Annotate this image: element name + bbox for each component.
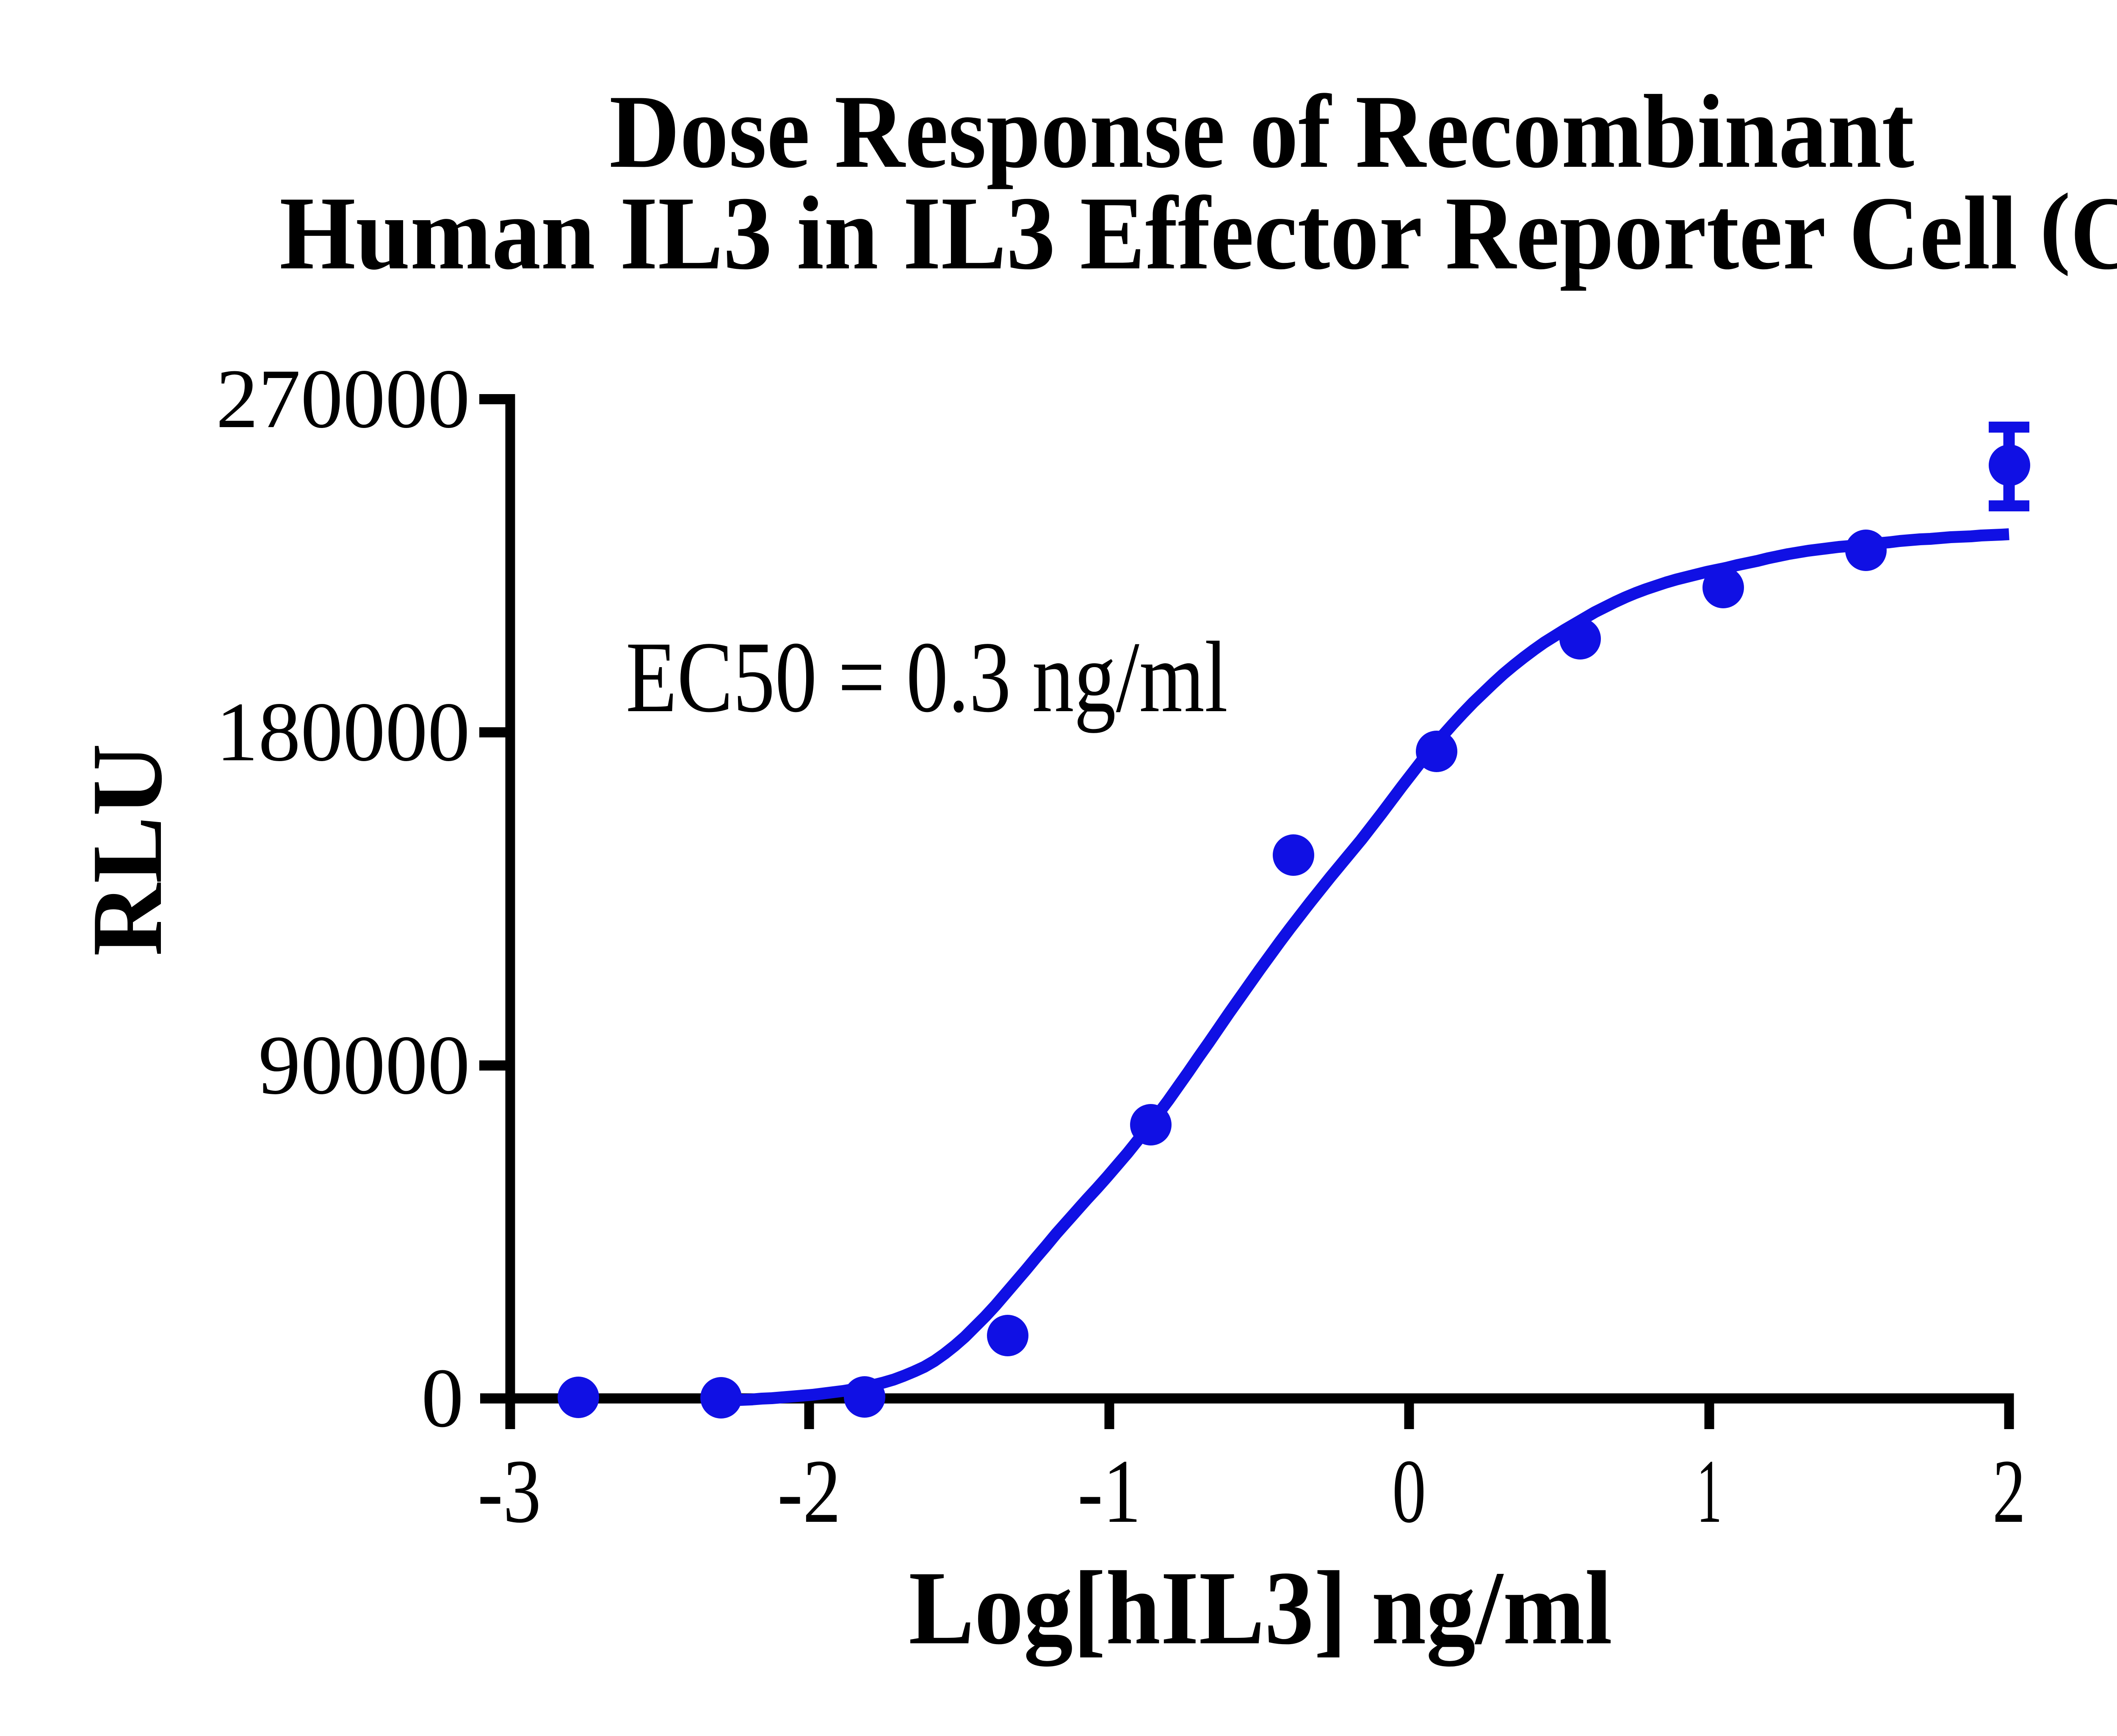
svg-text:Human IL3 in IL3 Effector Repo: Human IL3 in IL3 Effector Reporter Cell — [279, 175, 2018, 291]
svg-text:(: ( — [2040, 175, 2071, 277]
svg-text:0: 0 — [1392, 1441, 1426, 1542]
svg-text:Dose Response of Recombinant: Dose Response of Recombinant — [609, 73, 1914, 190]
svg-text:270000: 270000 — [216, 352, 470, 446]
svg-text:1: 1 — [1697, 1441, 1722, 1542]
svg-text:EC50 = 0.3 ng/ml: EC50 = 0.3 ng/ml — [626, 621, 1228, 733]
svg-text:0: 0 — [421, 1352, 464, 1445]
svg-text:-3: -3 — [478, 1441, 541, 1542]
svg-text:C1: C1 — [2070, 175, 2117, 291]
svg-text:RLU: RLU — [72, 743, 183, 956]
svg-text:2: 2 — [1993, 1441, 2026, 1542]
svg-text:-1: -1 — [1078, 1441, 1141, 1542]
svg-text:Log[hIL3] ng/ml: Log[hIL3] ng/ml — [909, 1549, 1612, 1667]
svg-text:-2: -2 — [777, 1441, 841, 1542]
svg-text:90000: 90000 — [258, 1018, 470, 1112]
svg-text:180000: 180000 — [216, 685, 470, 779]
